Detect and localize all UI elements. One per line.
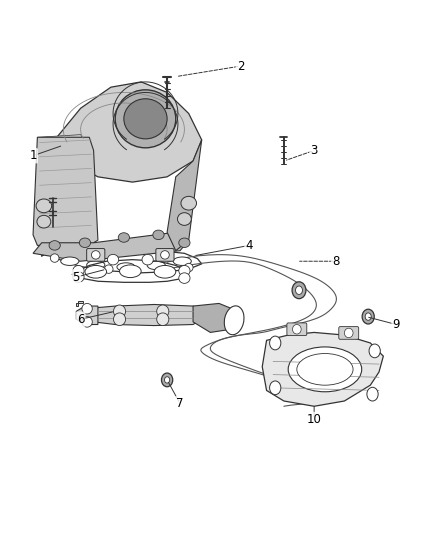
- Polygon shape: [37, 135, 89, 150]
- Text: 3: 3: [311, 144, 318, 157]
- Polygon shape: [37, 208, 89, 224]
- Ellipse shape: [177, 213, 191, 225]
- Polygon shape: [85, 304, 210, 326]
- Text: 2: 2: [237, 60, 244, 72]
- Ellipse shape: [154, 265, 176, 278]
- Polygon shape: [262, 333, 383, 406]
- Ellipse shape: [85, 265, 106, 278]
- Text: 6: 6: [77, 313, 85, 326]
- Polygon shape: [37, 223, 89, 239]
- FancyBboxPatch shape: [156, 248, 174, 261]
- Ellipse shape: [113, 305, 126, 318]
- Ellipse shape: [92, 251, 100, 259]
- FancyBboxPatch shape: [287, 323, 307, 336]
- Ellipse shape: [113, 313, 126, 326]
- Text: 8: 8: [332, 255, 339, 268]
- Ellipse shape: [161, 251, 169, 259]
- Ellipse shape: [107, 254, 119, 265]
- Ellipse shape: [73, 272, 84, 282]
- FancyBboxPatch shape: [339, 327, 359, 340]
- Ellipse shape: [36, 199, 52, 213]
- Ellipse shape: [270, 381, 281, 394]
- Ellipse shape: [179, 265, 190, 276]
- Ellipse shape: [362, 309, 374, 324]
- Ellipse shape: [157, 313, 169, 326]
- Ellipse shape: [344, 328, 353, 338]
- Ellipse shape: [37, 215, 51, 228]
- Ellipse shape: [224, 306, 244, 335]
- Text: 7: 7: [177, 397, 184, 410]
- Ellipse shape: [104, 265, 113, 273]
- Ellipse shape: [292, 282, 306, 298]
- Ellipse shape: [365, 313, 371, 320]
- Ellipse shape: [293, 325, 301, 334]
- Ellipse shape: [184, 263, 193, 272]
- Polygon shape: [37, 149, 89, 165]
- Text: 5: 5: [73, 271, 80, 284]
- Polygon shape: [76, 306, 98, 325]
- Ellipse shape: [50, 254, 59, 262]
- Ellipse shape: [82, 317, 92, 327]
- Polygon shape: [37, 164, 89, 180]
- Polygon shape: [193, 303, 236, 333]
- Polygon shape: [33, 138, 98, 245]
- Ellipse shape: [82, 303, 92, 314]
- Ellipse shape: [117, 263, 135, 271]
- Ellipse shape: [297, 353, 353, 385]
- Ellipse shape: [61, 257, 79, 265]
- Ellipse shape: [142, 254, 153, 265]
- Ellipse shape: [157, 305, 169, 318]
- Ellipse shape: [367, 387, 378, 401]
- Ellipse shape: [270, 336, 281, 350]
- Text: 10: 10: [307, 413, 321, 426]
- Ellipse shape: [288, 347, 362, 392]
- Text: 9: 9: [392, 318, 400, 331]
- Ellipse shape: [369, 344, 380, 358]
- Ellipse shape: [118, 233, 130, 242]
- FancyBboxPatch shape: [87, 248, 105, 261]
- Polygon shape: [37, 179, 89, 195]
- Text: 1: 1: [29, 149, 37, 162]
- Ellipse shape: [173, 257, 191, 265]
- Polygon shape: [55, 82, 202, 182]
- Ellipse shape: [115, 90, 176, 148]
- Ellipse shape: [165, 377, 170, 383]
- Ellipse shape: [73, 265, 84, 276]
- Ellipse shape: [120, 265, 141, 278]
- Ellipse shape: [49, 241, 60, 250]
- Text: 4: 4: [246, 239, 253, 252]
- Ellipse shape: [87, 261, 105, 269]
- Ellipse shape: [181, 196, 197, 210]
- Ellipse shape: [153, 230, 164, 240]
- Ellipse shape: [162, 373, 173, 387]
- Polygon shape: [33, 232, 189, 261]
- Polygon shape: [37, 193, 89, 209]
- Ellipse shape: [124, 99, 167, 139]
- Ellipse shape: [179, 238, 190, 247]
- Polygon shape: [167, 140, 202, 251]
- Ellipse shape: [179, 273, 190, 284]
- Ellipse shape: [79, 238, 91, 247]
- Ellipse shape: [147, 261, 166, 270]
- Polygon shape: [76, 301, 83, 306]
- Ellipse shape: [296, 286, 303, 294]
